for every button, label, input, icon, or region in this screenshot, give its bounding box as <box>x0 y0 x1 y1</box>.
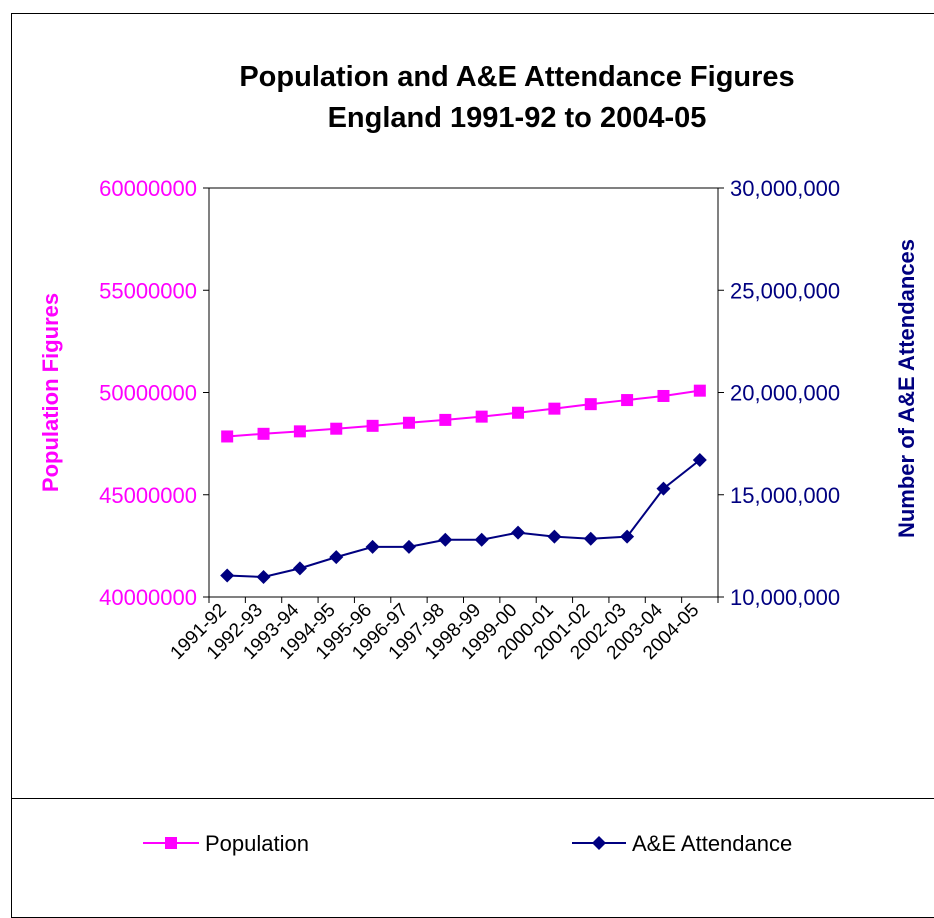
chart-area <box>11 13 934 913</box>
point-population <box>330 422 343 435</box>
plot-border <box>208 187 719 598</box>
y-axis-right-label: Number of A&E Attendances <box>894 239 919 538</box>
point-population <box>402 416 415 429</box>
point-ae-attendance <box>220 568 235 583</box>
point-ae-attendance <box>474 532 489 547</box>
series-line-population <box>227 389 700 438</box>
point-ae-attendance <box>547 529 562 544</box>
x-axis-ticks: 1991-921992-931993-941994-951995-961996-… <box>167 597 719 664</box>
y-right-tick-label: 20,000,000 <box>730 381 840 406</box>
y-left-tick-label: 60000000 <box>99 176 197 201</box>
chart-title-line-1: Population and A&E Attendance Figures <box>239 61 794 93</box>
point-population <box>366 419 379 432</box>
point-ae-attendance <box>256 569 271 584</box>
point-ae-attendance <box>438 532 453 547</box>
point-population <box>221 430 234 443</box>
y-left-tick-label: 55000000 <box>99 278 197 303</box>
legend-entries: Population A&E Attendance <box>143 831 792 856</box>
point-population <box>548 402 561 415</box>
point-population <box>439 413 452 426</box>
legend-label: Population <box>205 831 309 856</box>
point-population <box>475 410 488 423</box>
series-line-a-e-attendance <box>227 459 701 578</box>
point-ae-attendance <box>401 539 416 554</box>
point-population <box>293 425 306 438</box>
y-axis-right-ticks: 10,000,000 15,000,000 20,000,000 25,000,000… <box>718 176 840 610</box>
y-left-tick-label: 40000000 <box>99 585 197 610</box>
legend-label: A&E Attendance <box>632 831 792 856</box>
point-population <box>257 427 270 440</box>
y-axis-left-label: Population Figures <box>38 293 63 492</box>
y-right-tick-label: 30,000,000 <box>730 176 840 201</box>
y-right-tick-label: 15,000,000 <box>730 483 840 508</box>
point-population <box>657 389 670 402</box>
y-left-tick-label: 45000000 <box>99 483 197 508</box>
point-ae-attendance <box>583 531 598 546</box>
legend-marker-diamond <box>592 836 606 850</box>
chart-title-line-2: England 1991-92 to 2004-05 <box>328 102 707 134</box>
point-ae-attendance <box>329 550 344 565</box>
point-ae-attendance <box>292 561 307 576</box>
plot-frame <box>208 187 719 598</box>
y-left-tick-label: 50000000 <box>99 381 197 406</box>
point-ae-attendance <box>620 529 635 544</box>
y-right-tick-label: 25,000,000 <box>730 278 840 303</box>
point-population <box>584 398 597 411</box>
legend-marker-square <box>165 837 177 849</box>
point-ae-attendance <box>692 452 707 467</box>
point-ae-attendance <box>511 525 526 540</box>
chart-svg: Population and A&E Attendance Figures En… <box>38 61 919 856</box>
point-population <box>621 394 634 407</box>
point-population <box>512 406 525 419</box>
series-layer <box>220 384 707 584</box>
point-ae-attendance <box>656 481 671 496</box>
point-ae-attendance <box>365 539 380 554</box>
y-right-tick-label: 10,000,000 <box>730 585 840 610</box>
point-population <box>693 384 706 397</box>
y-axis-left-ticks: 40000000 45000000 50000000 55000000 60000000 <box>99 176 209 610</box>
